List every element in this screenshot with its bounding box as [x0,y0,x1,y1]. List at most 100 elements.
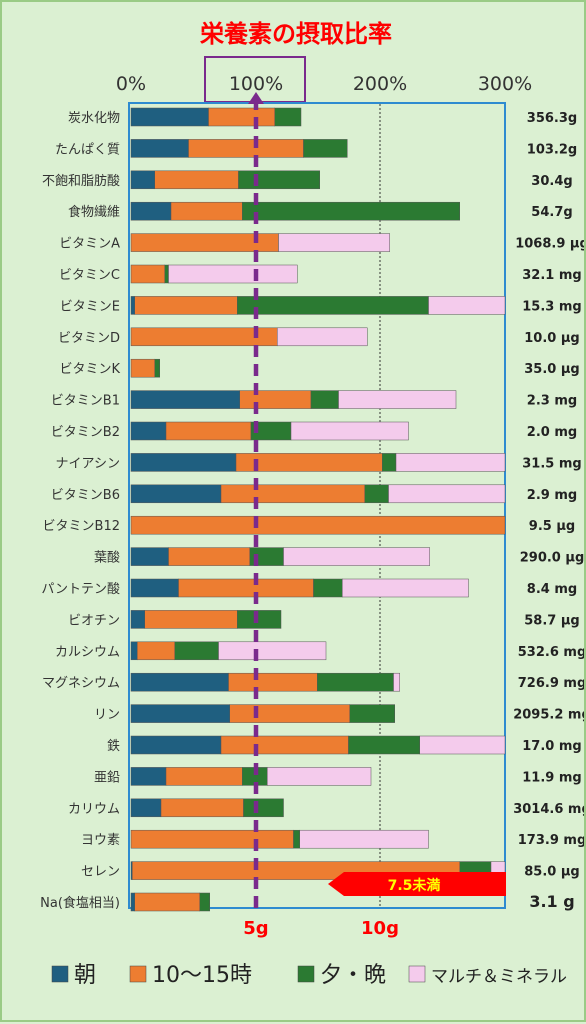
bar-row: パントテン酸 8.4 mg [41,578,577,598]
category-label: 食物繊維 [68,204,120,220]
bar-segment-2 [165,767,243,786]
bar-segment-2 [134,892,200,912]
category-label: セレン [81,865,120,880]
intake-value: 532.6 mg [518,645,584,660]
bar-row: ビタミンE 15.3 mg [60,296,582,315]
bar-segment-4 [419,735,506,755]
intake-value: 35.0 μg [524,362,579,377]
bar-segment-1 [130,672,229,692]
bar-segment-2 [208,107,275,127]
bar-segment-2 [168,547,250,566]
bar-segment-2 [137,641,175,661]
bar-segment-1 [130,892,135,912]
category-label: カリウム [68,802,120,817]
bar-segment-4 [299,829,429,849]
bar-segment-1 [130,107,209,127]
bar-segment-1 [130,421,167,441]
bar-segment-3 [199,892,210,912]
intake-value: 8.4 mg [527,582,577,597]
intake-value: 2.0 mg [527,425,577,440]
bar-segment-4 [338,390,457,409]
bar-row: ビタミンA 1068.9 μg [59,233,586,252]
category-label: ビタミンA [59,237,120,252]
bar-row: ビタミンB12 9.5 μg [43,515,575,535]
bar-row: ビタミンK 35.0 μg [59,358,580,378]
annotation-label: 7.5未満 [388,877,441,894]
bar-segment-2 [130,829,294,849]
bar-segment-1 [130,453,237,472]
category-label: カルシウム [55,645,120,660]
legend-swatch [408,965,426,983]
x-tick-label: 100% [229,73,283,95]
category-label: 不飽和脂肪酸 [42,173,120,189]
category-label: パントテン酸 [41,582,120,597]
legend: 朝 10〜15時 夕・晩 マルチ＆ミネラル [51,963,567,988]
intake-value: 173.9 mg [518,833,584,848]
x-tick-label: 300% [478,73,532,95]
category-label: ビタミンK [59,362,120,377]
bar-segment-4 [342,578,469,598]
bar-segment-4 [388,484,506,504]
bar-row: Na(食塩相当) 3.1 g [40,892,575,912]
bar-row: 鉄 17.0 mg [107,735,582,755]
bar-segment-4 [290,421,409,441]
bar-segment-1 [130,484,222,504]
category-label: たんぱく質 [55,142,120,157]
intake-value: 3.1 g [529,892,574,911]
bar-row: マグネシウム 726.9 mg [42,672,586,692]
legend-swatch [129,965,147,983]
bar-segment-1 [130,296,135,315]
bar-row: 亜鉛 11.9 mg [94,767,582,786]
bar-row: 不飽和脂肪酸 30.4g [42,170,573,190]
legend-label: 夕・晩 [320,963,386,988]
intake-value: 2095.2 mg [513,708,584,723]
legend-swatch [297,965,315,983]
intake-value: 1068.9 μg [515,237,584,252]
category-label: マグネシウム [42,676,120,691]
legend-label: 朝 [74,963,96,988]
secondary-scale-label: 10g [361,918,399,939]
bar-segment-2 [165,421,252,441]
bar-segment-4 [428,296,506,315]
intake-value: 10.0 μg [524,331,579,346]
category-label: ヨウ素 [81,833,120,848]
bar-row: 炭水化物 356.3g [68,107,577,127]
category-label: ナイアシン [56,456,120,471]
category-label: ビタミンE [60,299,120,314]
intake-value: 11.9 mg [522,770,581,785]
bar-segment-1 [130,201,172,221]
bar-segment-2 [229,704,350,723]
bar-segment-3 [237,610,282,629]
intake-value: 31.5 mg [522,456,581,471]
bar-segment-4 [393,672,400,692]
bar-row: たんぱく質 103.2g [55,139,577,158]
bar-segment-3 [364,484,389,504]
bar-segment-4 [278,233,390,252]
bar-segment-3 [303,139,348,158]
x-tick-label: 200% [353,73,407,95]
bar-segment-3 [382,453,397,472]
bar-row: カリウム 3014.6 mg [68,798,586,818]
bar-segment-2 [130,264,165,284]
bar-segment-2 [239,390,312,409]
bar-segment-1 [130,170,155,190]
bar-segment-4 [395,453,506,472]
bar-segment-3 [293,829,300,849]
bar-segment-4 [283,547,430,566]
intake-value: 30.4g [531,174,572,189]
bar-row: ヨウ素 173.9 mg [81,829,586,849]
bar-row: リン 2095.2 mg [94,704,586,723]
bar-segment-4 [267,767,372,786]
category-label: ビタミンB6 [51,488,120,503]
reference-arrow [248,92,264,104]
intake-value: 2.3 mg [527,394,577,409]
bar-segment-2 [228,672,318,692]
bar-segment-1 [130,610,145,629]
bar-row: カルシウム 532.6 mg [55,641,586,661]
x-tick-label: 0% [116,73,146,95]
category-label: Na(食塩相当) [40,895,120,911]
category-label: 鉄 [107,739,120,754]
category-label: ビタミンD [58,331,120,346]
